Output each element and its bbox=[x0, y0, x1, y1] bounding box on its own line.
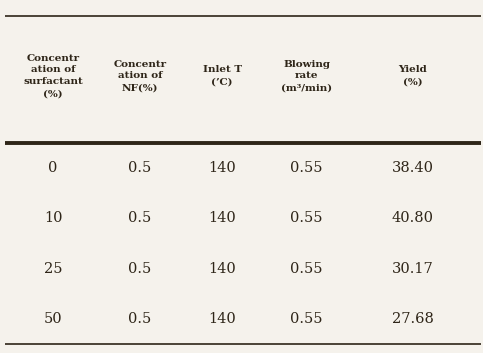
Text: 50: 50 bbox=[44, 312, 62, 326]
Text: 0.55: 0.55 bbox=[290, 312, 323, 326]
Text: 0.5: 0.5 bbox=[128, 161, 152, 175]
Text: 10: 10 bbox=[44, 211, 62, 226]
Text: 40.80: 40.80 bbox=[392, 211, 434, 226]
Text: 0.55: 0.55 bbox=[290, 211, 323, 226]
Text: Blowing
rate
(m³/min): Blowing rate (m³/min) bbox=[281, 60, 332, 92]
Text: Inlet T
(ʼC): Inlet T (ʼC) bbox=[202, 66, 242, 86]
Text: 30.17: 30.17 bbox=[392, 262, 434, 276]
Text: 140: 140 bbox=[208, 161, 236, 175]
Text: 25: 25 bbox=[44, 262, 62, 276]
Text: 38.40: 38.40 bbox=[392, 161, 434, 175]
Text: 0.5: 0.5 bbox=[128, 312, 152, 326]
Text: 0: 0 bbox=[48, 161, 58, 175]
Text: 0.55: 0.55 bbox=[290, 161, 323, 175]
Text: Yield
(%): Yield (%) bbox=[398, 66, 427, 86]
Text: 140: 140 bbox=[208, 262, 236, 276]
Text: 27.68: 27.68 bbox=[392, 312, 434, 326]
Text: 0.55: 0.55 bbox=[290, 262, 323, 276]
Text: Concentr
ation of
NF(%): Concentr ation of NF(%) bbox=[114, 60, 167, 92]
Text: 0.5: 0.5 bbox=[128, 211, 152, 226]
Text: 140: 140 bbox=[208, 211, 236, 226]
Text: 140: 140 bbox=[208, 312, 236, 326]
Text: 0.5: 0.5 bbox=[128, 262, 152, 276]
Text: Concentr
ation of
surfactant
(%): Concentr ation of surfactant (%) bbox=[23, 54, 83, 98]
